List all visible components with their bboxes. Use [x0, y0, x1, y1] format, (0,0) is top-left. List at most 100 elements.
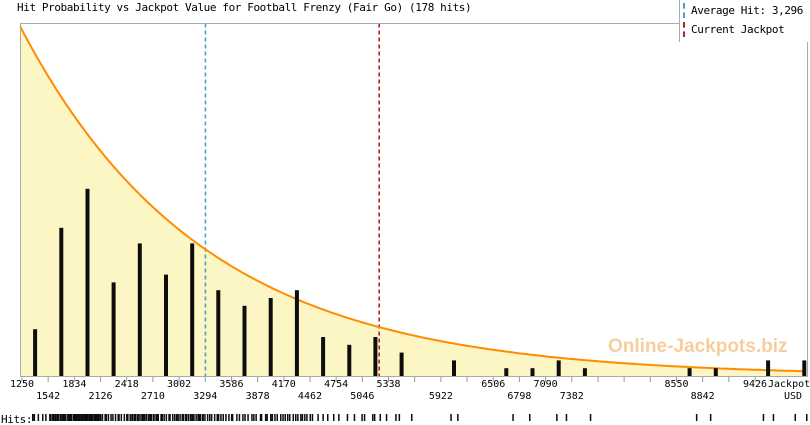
hit-rug-mark [156, 414, 158, 421]
hit-rug-mark [806, 414, 808, 421]
hit-rug-mark [130, 414, 132, 421]
hit-rug-mark [300, 414, 302, 421]
histogram-bar [111, 282, 116, 376]
hit-rug-mark [62, 414, 65, 421]
x-axis-tick-label: 5046 [350, 391, 375, 402]
hit-rug-mark [135, 414, 137, 421]
hit-rug-mark [161, 414, 163, 421]
hit-rug-mark [198, 414, 200, 421]
hit-rug-mark [363, 414, 366, 421]
hit-rug-mark [182, 414, 185, 421]
histogram-bar [687, 368, 692, 376]
hit-rug-mark [276, 414, 278, 421]
hit-rug-mark [74, 414, 77, 421]
watermark: Online-Jackpots.biz [608, 336, 788, 357]
hit-rug-mark [110, 414, 112, 421]
histogram-bar [268, 298, 273, 376]
hit-rug-mark [327, 414, 329, 421]
hit-rug-mark [163, 414, 165, 421]
hit-rug-mark [112, 414, 114, 421]
hit-rug-mark [82, 414, 84, 421]
x-axis-tick-label: 4754 [324, 379, 349, 390]
hit-rug-mark [90, 414, 92, 421]
hit-rug-mark [169, 414, 171, 421]
hit-rug-mark [202, 414, 204, 421]
histogram-bar [33, 329, 38, 376]
legend-label-average-hit: Average Hit: 3,296 [691, 4, 804, 17]
x-axis-tick-label: 1834 [62, 379, 87, 390]
hit-rug-mark [191, 414, 194, 421]
hit-rug-mark [184, 414, 187, 421]
hit-rug-mark [97, 414, 100, 421]
hit-rug-mark [709, 414, 712, 421]
hit-rug-mark [274, 414, 276, 421]
hit-rug-mark [242, 414, 244, 421]
hit-rug-mark [287, 414, 289, 421]
histogram-bar [452, 360, 456, 376]
hit-rug-mark [230, 414, 233, 421]
hit-rug-mark [206, 414, 209, 421]
hit-rug-mark [174, 414, 176, 421]
legend-item-average-hit: Average Hit: 3,296 [683, 1, 810, 20]
x-axis-tick-label: 9426 [742, 379, 768, 390]
x-axis-tick-label: 4462 [297, 391, 323, 402]
x-axis-tick-label: 7382 [559, 391, 584, 402]
histogram-bar [504, 368, 509, 376]
hit-rug-mark [353, 414, 356, 421]
legend: Average Hit: 3,296 Current Jackpot [679, 0, 810, 42]
hit-rug-mark [309, 414, 311, 421]
hit-rug-mark [99, 414, 101, 421]
hit-rug-mark [95, 414, 98, 421]
hit-rug-mark [172, 414, 174, 421]
hit-rug-mark [56, 414, 59, 421]
hit-rug-mark [59, 414, 62, 421]
hit-rug-mark [175, 414, 178, 421]
hit-rug-mark [213, 414, 216, 421]
hit-rug-mark [304, 414, 306, 421]
histogram-bar [399, 352, 404, 376]
hit-rug-mark [77, 414, 80, 421]
hit-rug-mark [280, 414, 282, 421]
hit-rug-mark [80, 414, 82, 421]
hit-rug-mark [284, 414, 286, 421]
hit-rug-mark [142, 414, 145, 421]
hit-rug-mark [395, 414, 397, 421]
hit-rug-mark [114, 414, 117, 421]
hit-rug-mark [69, 414, 71, 421]
x-axis-unit-line1: Jackpot, [768, 379, 810, 390]
hit-rug-mark [317, 414, 319, 421]
histogram-bar [85, 188, 90, 376]
histogram-bar [137, 243, 142, 376]
hit-rug-mark [127, 414, 129, 421]
hit-rug-mark [398, 414, 401, 421]
x-axis-tick-label: 2710 [140, 391, 165, 402]
hit-rug-mark [411, 414, 413, 421]
hit-rug-mark [457, 414, 459, 421]
hit-rug-mark [105, 414, 108, 421]
histogram-bar [530, 368, 535, 376]
hit-rug-mark [93, 414, 96, 421]
hit-rug-mark [33, 414, 36, 421]
histogram-bar [294, 290, 299, 376]
hit-rug-mark [63, 414, 66, 421]
hit-rug-mark [189, 414, 191, 421]
histogram-bar [582, 368, 587, 376]
hit-rug-mark [149, 414, 151, 421]
hit-rug-mark [292, 414, 294, 421]
x-axis-tick-label: 5922 [428, 391, 453, 402]
hit-rug-mark [133, 414, 136, 421]
hit-rug-mark [85, 414, 88, 421]
histogram-bar [802, 360, 807, 376]
x-axis-tick-label: 6798 [507, 391, 532, 402]
hit-rug-mark [49, 414, 51, 421]
hit-rug-mark [231, 414, 234, 421]
histogram-bar [373, 337, 378, 376]
hit-rug-mark [204, 414, 206, 421]
hit-rug-mark [118, 414, 120, 421]
hit-rug-mark [45, 414, 47, 421]
hit-rug-mark [120, 414, 123, 421]
hit-rug-mark [68, 414, 70, 421]
hit-rug-mark [37, 414, 40, 421]
hit-rug-mark [70, 414, 73, 421]
x-axis-tick-label: 8842 [690, 391, 715, 402]
